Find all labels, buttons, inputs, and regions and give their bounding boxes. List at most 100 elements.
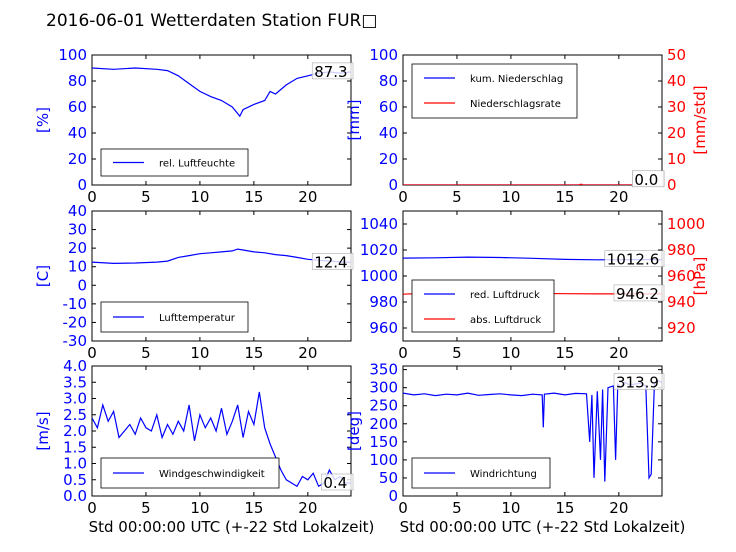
legend-entry: Lufttemperatur (159, 313, 236, 324)
y-tick-label: 1.5 (63, 438, 87, 456)
plot-frame (91, 54, 352, 186)
y-tick-label: 1020 (360, 241, 398, 259)
y-tick-label: 10 (68, 258, 87, 276)
last-value-label: 12.4 (314, 253, 347, 271)
y-tick-label: 960 (369, 319, 398, 337)
x-tick-label: 15 (555, 499, 574, 517)
x-tick-label: 5 (141, 188, 151, 206)
x-tick-label: 10 (501, 188, 520, 206)
y-tick-label: 350 (369, 361, 398, 379)
legend-box (411, 63, 578, 119)
last-value-label: 0.4 (323, 474, 347, 492)
y-tick-label: 40 (68, 202, 87, 220)
panel-humidity: 0 5 10 15 20 0 20 40 60 80 100 [%] rel. Luftfeuchte 8… (34, 46, 354, 206)
y-tick-label: 200 (369, 415, 398, 433)
x-tick-label: 10 (190, 344, 209, 362)
main-title: 2016-06-01 Wetterdaten Station FUR□ (46, 11, 377, 31)
y-tick-label: 100 (58, 46, 87, 64)
y-tick-label: 0 (77, 276, 87, 294)
y2-tick-label: 10 (667, 150, 686, 168)
x-tick-label: 20 (609, 344, 628, 362)
y-tick-label: -30 (63, 332, 88, 350)
x-tick-label: 20 (298, 499, 317, 517)
y-tick-label: 1040 (360, 215, 398, 233)
y-tick-label: 980 (369, 293, 398, 311)
y2-tick-label: 50 (667, 46, 686, 64)
y-tick-label: 0.5 (63, 471, 87, 489)
y-tick-label: 0 (388, 487, 398, 505)
panel-pressure: 0 5 10 15 20 960 980 1000 1020 1040 920 940 960 980 10… (360, 210, 709, 362)
y-tick-label: 20 (68, 239, 87, 257)
x-tick-label: 5 (452, 344, 462, 362)
y-tick-label: 0 (388, 176, 398, 194)
y-axis-label: [m/s] (34, 411, 52, 450)
x-tick-label: 0 (398, 344, 408, 362)
y2-tick-label: 940 (667, 293, 696, 311)
last-value-label: 313.9 (616, 374, 659, 392)
y2-tick-label: 1000 (667, 215, 705, 233)
y-axis-label: [deg] (345, 411, 363, 451)
x-tick-label: 20 (298, 344, 317, 362)
legend-entry: Windgeschwindigkeit (159, 469, 265, 480)
y2-tick-label: 960 (667, 267, 696, 285)
y-tick-label: 0 (77, 176, 87, 194)
y-axis-label: [C] (34, 265, 52, 287)
last-value-box (321, 473, 354, 491)
y-tick-label: 100 (369, 46, 398, 64)
y-tick-label: 100 (369, 451, 398, 469)
y2-axis-label: [mm/std] (691, 85, 709, 154)
x-axis-label: Std 00:00:00 UTC (+-22 Std Lokalzeit) (400, 518, 686, 536)
y2-tick-label: 30 (667, 98, 686, 116)
x-tick-label: 10 (190, 188, 209, 206)
y-tick-label: 1000 (360, 267, 398, 285)
y-tick-label: 60 (379, 98, 398, 116)
y-tick-label: -20 (63, 313, 88, 331)
last-value-box (311, 62, 354, 80)
panel-windspeed: 0 5 10 15 20 0.00.51.01.52.02.53.03.54.0 [m/s]… (34, 357, 374, 536)
x-tick-label: 0 (87, 344, 97, 362)
panel-precip: 0 5 10 15 20 0 20 40 60 80 100 0 10 20 30 40 50 [mm] [mm/s… (345, 46, 709, 206)
panel-temperature: 0 5 10 15 20-30-20-10010203040[C]Lufttempera… (34, 202, 354, 362)
legend-entry: kum. Niederschlag (470, 74, 563, 85)
legend-entry: rel. Luftfeuchte (159, 159, 235, 170)
y-tick-label: 4.0 (63, 357, 87, 375)
legend-box (411, 279, 555, 333)
last-value-box (604, 250, 665, 267)
y-tick-label: 250 (369, 397, 398, 415)
x-tick-label: 10 (501, 344, 520, 362)
x-axis-label: Std 00:00:00 UTC (+-22 Std Lokalzeit) (89, 518, 375, 536)
x-tick-label: 15 (555, 344, 574, 362)
series-line-1 (92, 248, 351, 265)
x-tick-label: 15 (244, 344, 263, 362)
y-axis-label: [mm] (345, 100, 363, 141)
x-tick-label: 0 (398, 188, 408, 206)
y-tick-label: 1.0 (63, 455, 87, 473)
y-tick-label: 3.0 (63, 390, 87, 408)
y2-tick-label: 20 (667, 124, 686, 142)
x-tick-label: 0 (87, 499, 97, 517)
last-value-box (311, 253, 354, 270)
y-tick-label: 80 (379, 72, 398, 90)
y2-axis-label: [hPa] (691, 257, 709, 296)
y2-tick-label: 920 (667, 319, 696, 337)
y-tick-label: 20 (379, 150, 398, 168)
y-tick-label: 150 (369, 433, 398, 451)
x-tick-label: 15 (244, 499, 263, 517)
y-tick-label: 300 (369, 379, 398, 397)
y2-tick-label: 0 (667, 176, 677, 194)
x-tick-label: 20 (609, 499, 628, 517)
x-tick-label: 5 (452, 499, 462, 517)
plot-frame (91, 210, 352, 342)
last-value-box (613, 284, 665, 302)
y-tick-label: 40 (379, 124, 398, 142)
y-axis-label: [%] (34, 107, 52, 133)
x-tick-label: 15 (244, 188, 263, 206)
y-tick-label: 30 (68, 221, 87, 239)
x-tick-label: 20 (609, 188, 628, 206)
y-tick-label: 50 (379, 469, 398, 487)
y-tick-label: 2.0 (63, 422, 87, 440)
y-tick-label: 3.5 (63, 373, 87, 391)
y-tick-label: 40 (68, 124, 87, 142)
y2-tick-label: 980 (667, 241, 696, 259)
